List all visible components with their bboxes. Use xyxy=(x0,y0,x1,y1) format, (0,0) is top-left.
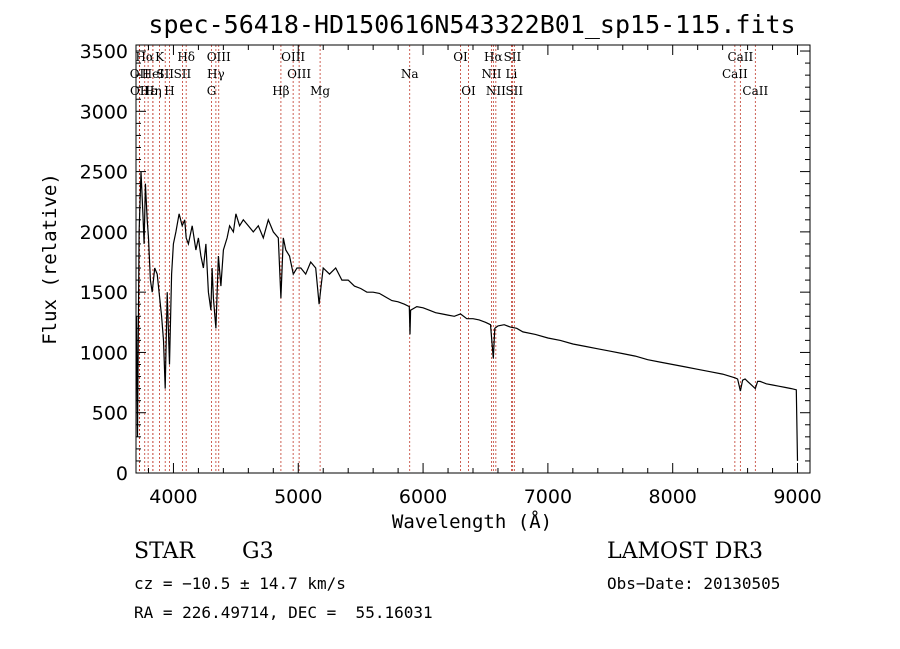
spectral-line-label: Na xyxy=(401,67,419,81)
y-tick-label: 2500 xyxy=(80,162,128,184)
spectral-line-label: Hε xyxy=(140,84,157,98)
spectral-line-label: Mg xyxy=(310,84,330,98)
y-axis-ticks: 0 500 1000 1500 2000 2500 3000 3500 xyxy=(80,41,810,485)
spectral-line-label: OIII xyxy=(281,50,305,64)
x-tick-label: 8000 xyxy=(649,486,697,508)
x-tick-label: 6000 xyxy=(399,486,447,508)
spectral-line-label: Hγ xyxy=(207,67,225,81)
spectral-line-label: OIII xyxy=(287,67,311,81)
y-tick-label: 1000 xyxy=(80,342,128,364)
spectral-line-label: CaII xyxy=(742,84,768,98)
spectral-line-label: OI xyxy=(461,84,476,98)
x-tick-label: 7000 xyxy=(524,486,572,508)
spectral-line-label: SII xyxy=(156,67,174,81)
spectral-line-label: Hβ xyxy=(272,84,289,98)
x-tick-label: 9000 xyxy=(773,486,821,508)
obs-date: Obs−Date: 20130505 xyxy=(607,574,781,593)
spectral-line-label: Hα xyxy=(484,50,503,64)
y-axis-label: Flux (relative) xyxy=(39,173,61,345)
spectral-line-label: CaII xyxy=(727,50,753,64)
spectral-line-label: Hδ xyxy=(177,50,195,64)
x-axis-label: Wavelength (Å) xyxy=(392,510,552,533)
spectral-line-label: G xyxy=(207,84,217,98)
spectral-line-label: Hα xyxy=(135,50,154,64)
spectral-line-label: OII xyxy=(130,84,150,98)
flux-series-line xyxy=(136,171,799,461)
spectral-line-label: OIII xyxy=(207,50,231,64)
y-tick-label: 2000 xyxy=(80,222,128,244)
object-subclass: G3 xyxy=(242,539,274,564)
y-tick-label: 3000 xyxy=(80,101,128,123)
redshift-readout: cz = −10.5 ± 14.7 km/s xyxy=(134,574,346,593)
spectral-line-markers xyxy=(138,45,756,473)
y-tick-label: 500 xyxy=(92,403,128,425)
x-tick-label: 4000 xyxy=(149,486,197,508)
plot-frame xyxy=(135,44,811,474)
spectral-line-label: K xyxy=(155,50,165,64)
spectral-line-label: Li xyxy=(506,67,518,81)
y-tick-label: 1500 xyxy=(80,282,128,304)
y-tick-label: 0 xyxy=(116,463,128,485)
spectral-line-label: CaII xyxy=(722,67,748,81)
spectral-line-label: Hη xyxy=(144,84,162,98)
spectral-line-label: SII xyxy=(174,67,192,81)
spectral-line-label: NII xyxy=(486,84,506,98)
spectral-line-label: OII xyxy=(130,67,150,81)
chart-title: spec-56418-HD150616N543322B01_sp15-115.f… xyxy=(148,10,795,39)
spectral-line-label: H xyxy=(164,84,174,98)
survey-name: LAMOST DR3 xyxy=(607,539,763,564)
spectral-line-label: NII xyxy=(481,67,501,81)
spectral-line-label: OI xyxy=(453,50,468,64)
spectral-line-label: SII xyxy=(505,84,523,98)
spectrum-chart: spec-56418-HD150616N543322B01_sp15-115.f… xyxy=(39,10,822,533)
x-axis-ticks: 4000 5000 6000 7000 8000 9000 xyxy=(147,45,822,508)
coordinates: RA = 226.49714, DEC = 55.16031 xyxy=(134,603,433,622)
spectral-line-label: HeI xyxy=(142,67,165,81)
y-tick-label: 3500 xyxy=(80,41,128,63)
spectral-line-label: SII xyxy=(504,50,522,64)
object-class: STAR xyxy=(134,539,195,564)
x-tick-label: 5000 xyxy=(274,486,322,508)
